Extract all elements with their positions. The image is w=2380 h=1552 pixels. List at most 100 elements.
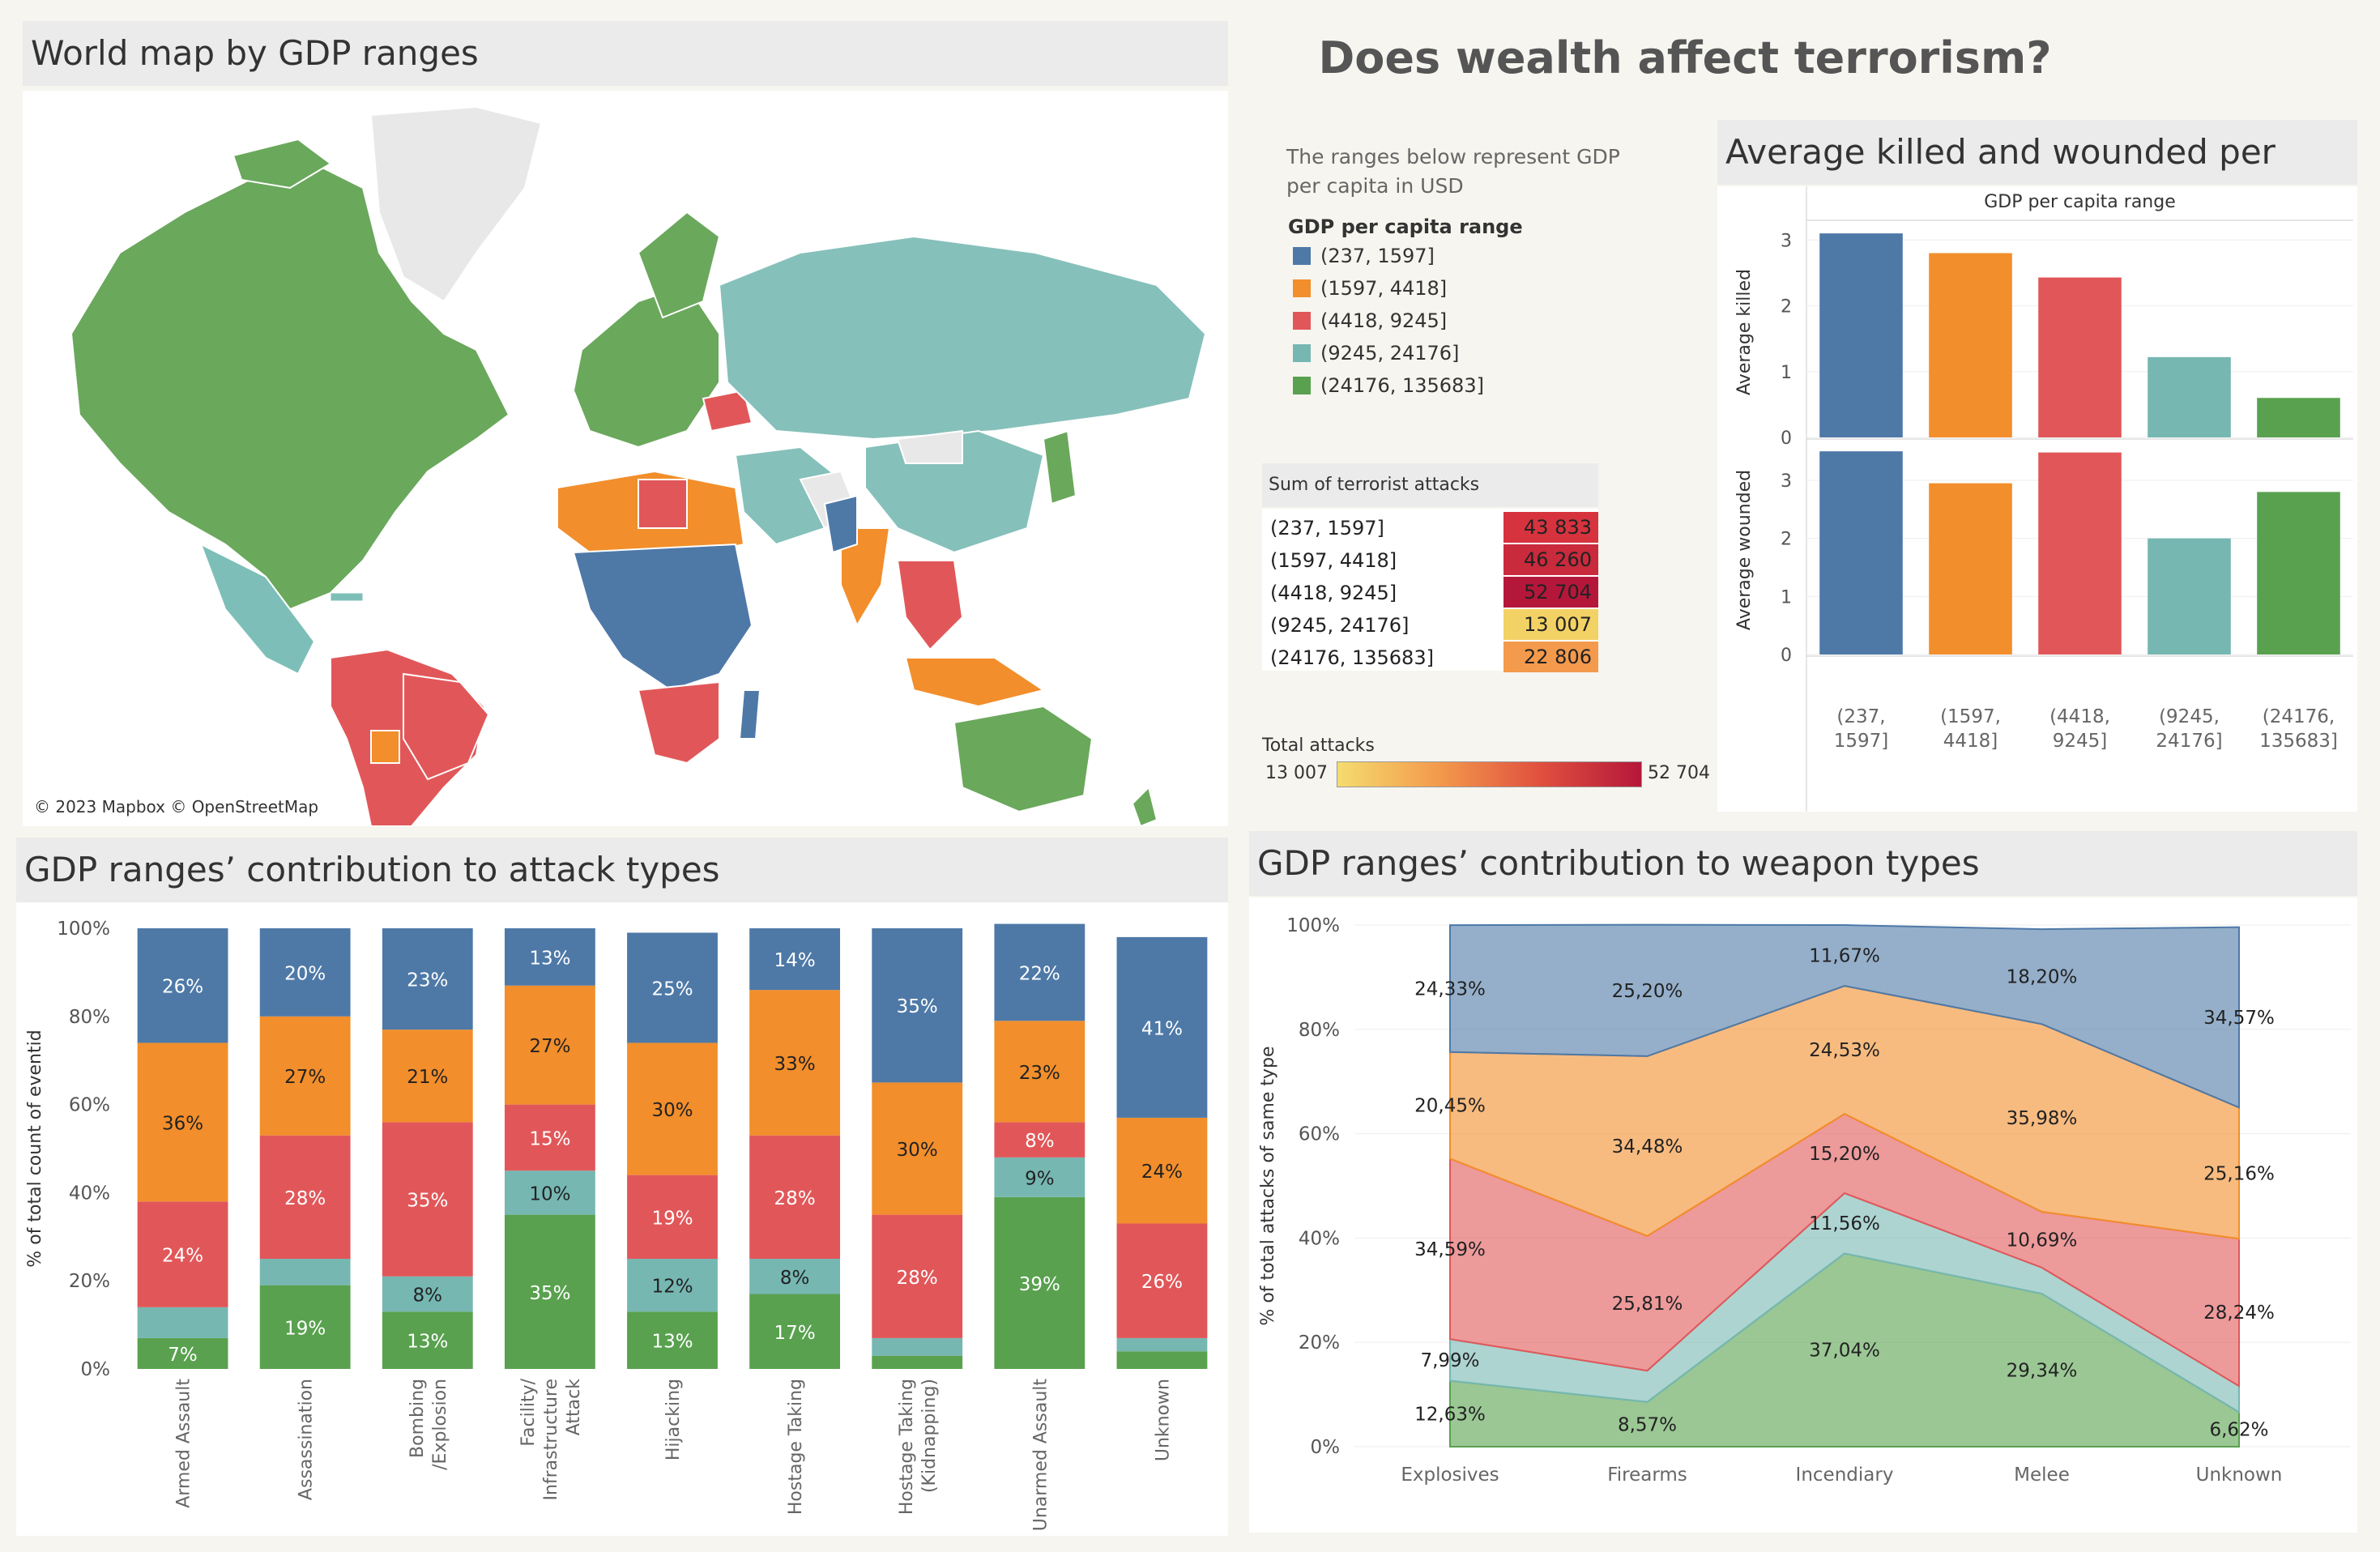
map-region-madagascar <box>738 689 761 740</box>
at-data-label: 30% <box>651 1100 693 1121</box>
map-region-australia <box>953 705 1094 813</box>
at-data-label: 21% <box>407 1067 448 1088</box>
at-bar-segment <box>749 1135 841 1259</box>
attacks-row-value: 13 007 <box>1503 609 1598 640</box>
at-bar-segment <box>504 985 595 1105</box>
at-category-label: /Explosion <box>430 1379 450 1470</box>
kw-category-label: 9245] <box>2053 731 2108 752</box>
kw-category-label: 1597] <box>1834 731 1889 752</box>
map-region-new-zealand <box>1131 786 1158 828</box>
wt-data-label: 35,98% <box>2007 1108 2078 1129</box>
map-region-mongolia <box>896 429 963 464</box>
legend-swatch <box>1293 312 1311 330</box>
weapon-types-chart: 0% 20% 40% 60% 80% 100% % of total attacks of … <box>1258 915 2351 1486</box>
at-category-label: Unknown <box>1153 1379 1173 1461</box>
kw-bar-wounded <box>2148 538 2231 654</box>
legend-label: (24176, 135683] <box>1320 374 1484 397</box>
attacks-table-row: (4418, 9245] 52 704 <box>1262 577 1598 609</box>
at-bar-segment <box>137 1042 228 1202</box>
attacks-row-value: 46 260 <box>1503 544 1598 575</box>
at-bar-segment <box>137 1337 228 1369</box>
wt-axis-label: % of total attacks of same type <box>1258 1046 1278 1325</box>
at-bar-segment <box>259 1285 351 1369</box>
attacks-row-label: (4418, 9245] <box>1270 582 1397 604</box>
map-region-ukraine <box>702 389 753 433</box>
attacks-row-value: 43 833 <box>1503 512 1598 543</box>
kw-category-label: (9245, <box>2159 706 2220 727</box>
at-bar-segment <box>259 1016 351 1136</box>
at-bar-segment <box>627 932 718 1043</box>
wt-category-label: Firearms <box>1607 1465 1687 1486</box>
map-region-central-africa <box>572 543 753 692</box>
attacks-row-value: 52 704 <box>1503 577 1598 608</box>
wt-data-label: 34,59% <box>1414 1239 1486 1260</box>
at-data-label: 26% <box>1141 1272 1183 1293</box>
wt-tick-label: 80% <box>1299 1020 1340 1041</box>
at-axis-label: % of total count of eventid <box>25 1030 45 1267</box>
legend-item[interactable]: (24176, 135683] <box>1293 374 1484 397</box>
at-bar-segment <box>1116 1117 1208 1224</box>
at-category-label: Bombing <box>407 1379 428 1458</box>
at-bar-segment <box>872 1214 963 1338</box>
wt-data-label: 11,67% <box>1809 946 1880 967</box>
at-data-label: 35% <box>407 1191 448 1212</box>
wt-data-label: 10,69% <box>2007 1230 2078 1251</box>
attack-types-panel: 0% 20% 40% 60% 80% 100% % of total count of ev… <box>16 902 1228 1536</box>
attacks-row-label: (24176, 135683] <box>1270 646 1434 669</box>
legend-label: (1597, 4418] <box>1320 277 1448 300</box>
kw-tick-label: 1 <box>1781 587 1792 608</box>
attacks-table-header: Sum of terrorist attacks <box>1262 463 1598 507</box>
legend-item[interactable]: (237, 1597] <box>1293 245 1435 267</box>
legend-item[interactable]: (9245, 24176] <box>1293 342 1459 365</box>
at-data-label: 26% <box>162 977 203 998</box>
at-data-label: 24% <box>162 1246 203 1267</box>
legend-swatch <box>1293 247 1311 265</box>
legend-item[interactable]: (1597, 4418] <box>1293 277 1447 300</box>
world-map[interactable]: © 2023 Mapbox © OpenStreetMap <box>23 91 1228 828</box>
at-tick-label: 40% <box>69 1183 110 1204</box>
at-data-label: 13% <box>407 1332 448 1353</box>
at-bar-segment <box>137 1307 228 1338</box>
kw-tick-label: 2 <box>1781 297 1792 318</box>
at-bar-segment <box>872 1355 963 1369</box>
at-bar-segment <box>749 1294 841 1369</box>
attacks-table-row: (237, 1597] 43 833 <box>1262 512 1598 544</box>
wt-data-label: 29,34% <box>2007 1361 2078 1382</box>
at-tick-label: 60% <box>69 1095 110 1116</box>
at-data-label: 28% <box>774 1188 816 1209</box>
legend-label: (9245, 24176] <box>1320 342 1460 365</box>
at-data-label: 41% <box>1141 1018 1183 1039</box>
at-bar-segment <box>137 928 228 1043</box>
legend-item[interactable]: (4418, 9245] <box>1293 309 1447 332</box>
map-region-libya <box>638 479 688 529</box>
killed-wounded-chart: GDP per capita range 0 1 2 3 Average killed 0 1… <box>1734 186 2353 812</box>
at-tick-label: 0% <box>81 1359 111 1380</box>
at-bar-segment <box>504 1170 595 1215</box>
at-category-label: Assassination <box>296 1379 317 1500</box>
wt-data-label: 25,20% <box>1612 981 1683 1002</box>
at-bar-segment <box>259 1135 351 1259</box>
wt-data-label: 28,24% <box>2203 1303 2275 1324</box>
at-bar-segment <box>504 928 595 986</box>
at-data-label: 28% <box>897 1268 938 1289</box>
legend-swatch <box>1293 344 1311 362</box>
at-data-label: 30% <box>897 1140 938 1161</box>
at-data-label: 36% <box>162 1113 203 1134</box>
map-region-indonesia <box>904 657 1046 708</box>
at-bar-segment <box>872 928 963 1083</box>
map-panel-title: World map by GDP ranges <box>23 21 1228 86</box>
map-attribution: © 2023 Mapbox © OpenStreetMap <box>34 797 319 817</box>
at-bar-segment <box>382 1311 473 1369</box>
kw-tick-label: 0 <box>1781 646 1792 666</box>
at-data-label: 14% <box>774 950 816 971</box>
attack-types-title: GDP ranges’ contribution to attack types <box>16 838 1228 902</box>
kw-bar-killed <box>2038 277 2122 437</box>
wt-data-label: 24,53% <box>1809 1040 1880 1061</box>
world-map-canvas <box>70 105 1207 828</box>
legend-title: GDP per capita range <box>1288 215 1523 238</box>
at-data-label: 10% <box>529 1183 570 1205</box>
at-data-label: 25% <box>651 979 693 1000</box>
kw-category-label: (237, <box>1836 706 1885 727</box>
wt-category-label: Unknown <box>2196 1465 2283 1486</box>
at-category-label: Armed Assault <box>174 1379 194 1508</box>
